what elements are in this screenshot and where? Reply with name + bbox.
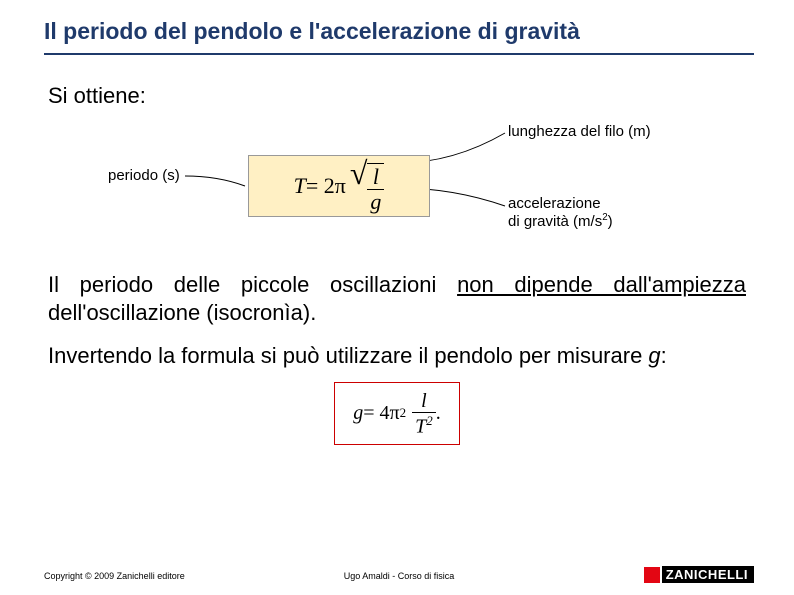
copyright: Copyright © 2009 Zanichelli editore: [44, 571, 185, 581]
formula2-box: g = 4π2 l T2 .: [334, 382, 460, 446]
logo-text: ZANICHELLI: [662, 566, 754, 583]
paragraph-2: Invertendo la formula si può utilizzare …: [48, 342, 746, 370]
lead-text: Si ottiene:: [48, 83, 746, 109]
logo-square-icon: [644, 567, 660, 583]
formula2-wrap: g = 4π2 l T2 .: [48, 382, 746, 446]
footer: Copyright © 2009 Zanichelli editore Ugo …: [44, 571, 754, 581]
label-accelerazione: accelerazione di gravità (m/s2): [508, 195, 613, 231]
publisher-logo: ZANICHELLI: [644, 566, 754, 583]
paragraph-1: Il periodo delle piccole oscillazioni no…: [48, 271, 746, 326]
label-periodo: periodo (s): [108, 167, 180, 184]
content-area: Si ottiene: periodo (s) lunghezza del fi…: [0, 55, 794, 445]
footer-center: Ugo Amaldi - Corso di fisica: [344, 571, 455, 581]
label-lunghezza: lunghezza del filo (m): [508, 123, 651, 140]
slide-title: Il periodo del pendolo e l'accelerazione…: [0, 0, 794, 53]
leader-periodo: [183, 162, 253, 192]
formula1-block: periodo (s) lunghezza del filo (m) accel…: [48, 127, 746, 255]
formula1-box: T = 2π √ l g: [248, 155, 430, 217]
formula1: T = 2π √ l g: [294, 159, 385, 213]
